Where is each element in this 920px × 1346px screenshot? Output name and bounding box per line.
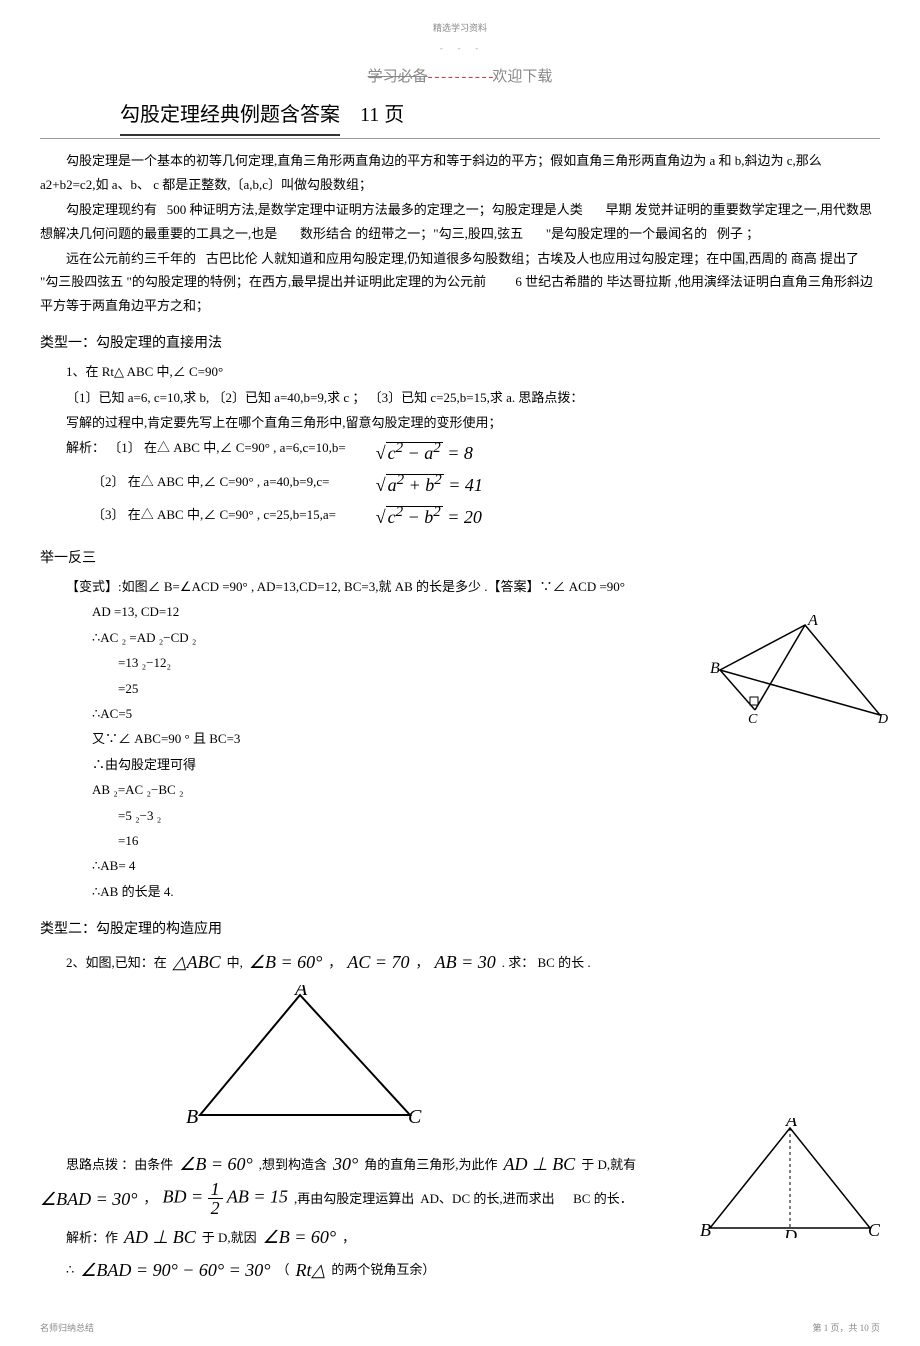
page-footer: 名师归纳总结 第 1 页，共 10 页 bbox=[40, 1320, 880, 1336]
top-dashes: - - - bbox=[40, 40, 880, 56]
type1-formulas: √c2 − a2 = 8 √a2 + b2 = 41 √c2 − b2 = 20 bbox=[376, 436, 483, 531]
main-title: 勾股定理经典例题含答案 bbox=[120, 97, 340, 136]
sol-adbc: AD ⊥ BC bbox=[124, 1221, 196, 1253]
svg-text:A: A bbox=[785, 1118, 798, 1130]
hint-mid2: 角的直角三角形,为此作 bbox=[364, 1153, 497, 1176]
variant-l6: 又∵∠ ABC=90 ° 且 BC=3 bbox=[40, 727, 880, 750]
type2-mid: 中, bbox=[227, 951, 243, 974]
type2-hint-line2: ∠BAD = 30° ， BD = 12 AB = 15 ,再由勾股定理运算出 … bbox=[40, 1180, 700, 1217]
type1-q1: 1、在 Rt△ ABC 中,∠ C=90° bbox=[40, 360, 880, 383]
hint-mid6: BC 的长． bbox=[573, 1187, 633, 1210]
type1-sol2: 〔2〕 在△ ABC 中,∠ C=90° , a=40,b=9,c= bbox=[40, 470, 346, 493]
sol-bad: ∠BAD = 90° − 60° = 30° bbox=[80, 1254, 270, 1286]
header-left: 学习必备 bbox=[368, 69, 428, 85]
comma2: ， bbox=[416, 951, 429, 974]
intro-p2d: 数形结合 的纽带之一；"勾三,股四,弦五 bbox=[300, 226, 523, 241]
type1-solution-block: 解析： 〔1〕 在△ ABC 中,∠ C=90° , a=6,c=10,b= 〔… bbox=[40, 436, 880, 531]
hint-mid5: AD、DC 的长,进而求出 bbox=[420, 1187, 554, 1210]
variant-l7: ∴由勾股定理可得 bbox=[40, 753, 880, 776]
sol-end: 的两个锐角互余） bbox=[331, 1258, 435, 1281]
type2-solution: 解析：作 AD ⊥ BC 于 D,就因 ∠B = 60°， bbox=[40, 1221, 680, 1253]
svg-text:B: B bbox=[186, 1106, 198, 1128]
svg-text:A: A bbox=[293, 985, 308, 1000]
intro-p2: 勾股定理现约有 500 种证明方法,是数学定理中证明方法最多的定理之一；勾股定理… bbox=[40, 198, 880, 245]
type2-solution-line2: ∴ ∠BAD = 90° − 60° = 30° （ Rt△ 的两个锐角互余） bbox=[40, 1254, 680, 1286]
formula-2: √a2 + b2 = 41 bbox=[376, 468, 483, 500]
hint-mid3: 于 D,就有 bbox=[581, 1153, 636, 1176]
variant-q: 【变式】:如图∠ B=∠ACD =90° , AD=13,CD=12, BC=3… bbox=[40, 575, 666, 598]
variant-title: 举一反三 bbox=[40, 546, 880, 571]
type2-end: . 求： BC 的长 . bbox=[502, 951, 591, 974]
svg-text:A: A bbox=[807, 615, 818, 629]
intro-p1: 勾股定理是一个基本的初等几何定理,直角三角形两直角边的平方和等于斜边的平方；假如… bbox=[40, 149, 880, 196]
hint-mid4: ,再由勾股定理运算出 bbox=[294, 1187, 414, 1210]
sol-pre: 解析：作 bbox=[40, 1226, 118, 1249]
svg-text:C: C bbox=[868, 1220, 880, 1238]
svg-text:C: C bbox=[748, 712, 758, 725]
type1-sol3: 〔3〕 在△ ABC 中,∠ C=90° , c=25,b=15,a= bbox=[40, 503, 346, 526]
triangle-figure-3: A B D C bbox=[700, 1118, 880, 1238]
type2-hint: 思路点拨 ：由条件 ∠B = 60° ,想到构造含 30° 角的直角三角形,为此… bbox=[40, 1148, 700, 1180]
intro-p3: 远在公元前约三千年的 古巴比伦 人就知道和应用勾股定理,仍知道很多勾股数组；古埃… bbox=[40, 247, 880, 317]
type2-ab30: AB = 30 bbox=[435, 946, 496, 978]
hint-pre: 思路点拨 ：由条件 bbox=[40, 1153, 173, 1176]
type2-ac70: AC = 70 bbox=[347, 946, 409, 978]
type2-b60: ∠B = 60° bbox=[249, 946, 323, 978]
variant-l12: ∴AB 的长是 4. bbox=[40, 880, 880, 903]
formula-3: √c2 − b2 = 20 bbox=[376, 500, 483, 532]
svg-text:C: C bbox=[408, 1106, 422, 1128]
comma3: ， bbox=[144, 1187, 157, 1210]
sol-mid1: 于 D,就因 bbox=[202, 1226, 257, 1249]
variant-l8: AB ₂=AC ₂−BC ₂ bbox=[40, 778, 880, 801]
type2-title: 类型二：勾股定理的构造应用 bbox=[40, 917, 880, 942]
sol-paren: （ bbox=[276, 1258, 289, 1281]
formula-1: √c2 − a2 = 8 bbox=[376, 436, 483, 468]
title-pages: 11 页 bbox=[360, 97, 404, 133]
hint-bad30: ∠BAD = 30° bbox=[40, 1183, 138, 1215]
type1-q1a: 〔1〕已知 a=6, c=10,求 b, 〔2〕已知 a=40,b=9,求 c … bbox=[40, 386, 880, 409]
type1-sol1: 解析： 〔1〕 在△ ABC 中,∠ C=90° , a=6,c=10,b= bbox=[40, 436, 346, 459]
footer-right: 第 1 页，共 10 页 bbox=[812, 1320, 880, 1336]
type2-abc: △ABC bbox=[173, 946, 221, 978]
footer-left: 名师归纳总结 bbox=[40, 1320, 94, 1336]
variant-l11: ∴AB= 4 bbox=[40, 854, 880, 877]
top-small-header: 精选学习资料 bbox=[40, 20, 880, 36]
svg-text:D: D bbox=[877, 712, 888, 725]
type2-q-pre: 2、如图,已知：在 bbox=[66, 951, 167, 974]
intro-p2a: 勾股定理现约有 bbox=[66, 202, 157, 217]
hint-30: 30° bbox=[333, 1148, 358, 1180]
type2-question: 2、如图,已知：在 △ABC 中, ∠B = 60° ， AC = 70 ， A… bbox=[40, 946, 880, 978]
hint-b60: ∠B = 60° bbox=[179, 1148, 253, 1180]
hint-mid1: ,想到构造含 bbox=[259, 1153, 327, 1176]
header-dash: - - - - - - - - - - bbox=[428, 69, 493, 85]
type1-q1b: 写解的过程中,肯定要先写上在哪个直角三角形中,留意勾股定理的变形使用； bbox=[40, 411, 880, 434]
header-right: 欢迎下载 bbox=[492, 69, 552, 85]
comma1: ， bbox=[328, 951, 341, 974]
title-row: 勾股定理经典例题含答案 11 页 bbox=[40, 97, 880, 139]
intro-p2b: 500 种证明方法,是数学定理中证明方法最多的定理之一；勾股定理是人类 bbox=[167, 202, 583, 217]
type1-title: 类型一：勾股定理的直接用法 bbox=[40, 331, 880, 356]
triangle-figure-1: A B C D bbox=[710, 615, 890, 725]
variant-l9: =5 ₂−3 ₂ bbox=[40, 804, 880, 827]
svg-text:B: B bbox=[700, 1220, 711, 1238]
variant-l10: =16 bbox=[40, 829, 880, 852]
sol-b60: ∠B = 60° bbox=[263, 1221, 337, 1253]
intro-p3a: 远在公元前约三千年的 bbox=[66, 251, 196, 266]
intro-p2e: "是勾股定理的一个最闻名的 bbox=[546, 226, 707, 241]
hint-adbc: AD ⊥ BC bbox=[504, 1148, 576, 1180]
intro-p2f: 例子 ； bbox=[717, 226, 759, 241]
svg-text:B: B bbox=[710, 660, 720, 677]
svg-text:D: D bbox=[783, 1226, 797, 1238]
hint-bd15: BD = 12 AB = 15 bbox=[163, 1180, 289, 1217]
sol-rt: Rt△ bbox=[295, 1254, 325, 1286]
header-line: 学习必备- - - - - - - - - -欢迎下载 bbox=[40, 64, 880, 91]
triangle-figure-2: A B C bbox=[180, 985, 440, 1135]
